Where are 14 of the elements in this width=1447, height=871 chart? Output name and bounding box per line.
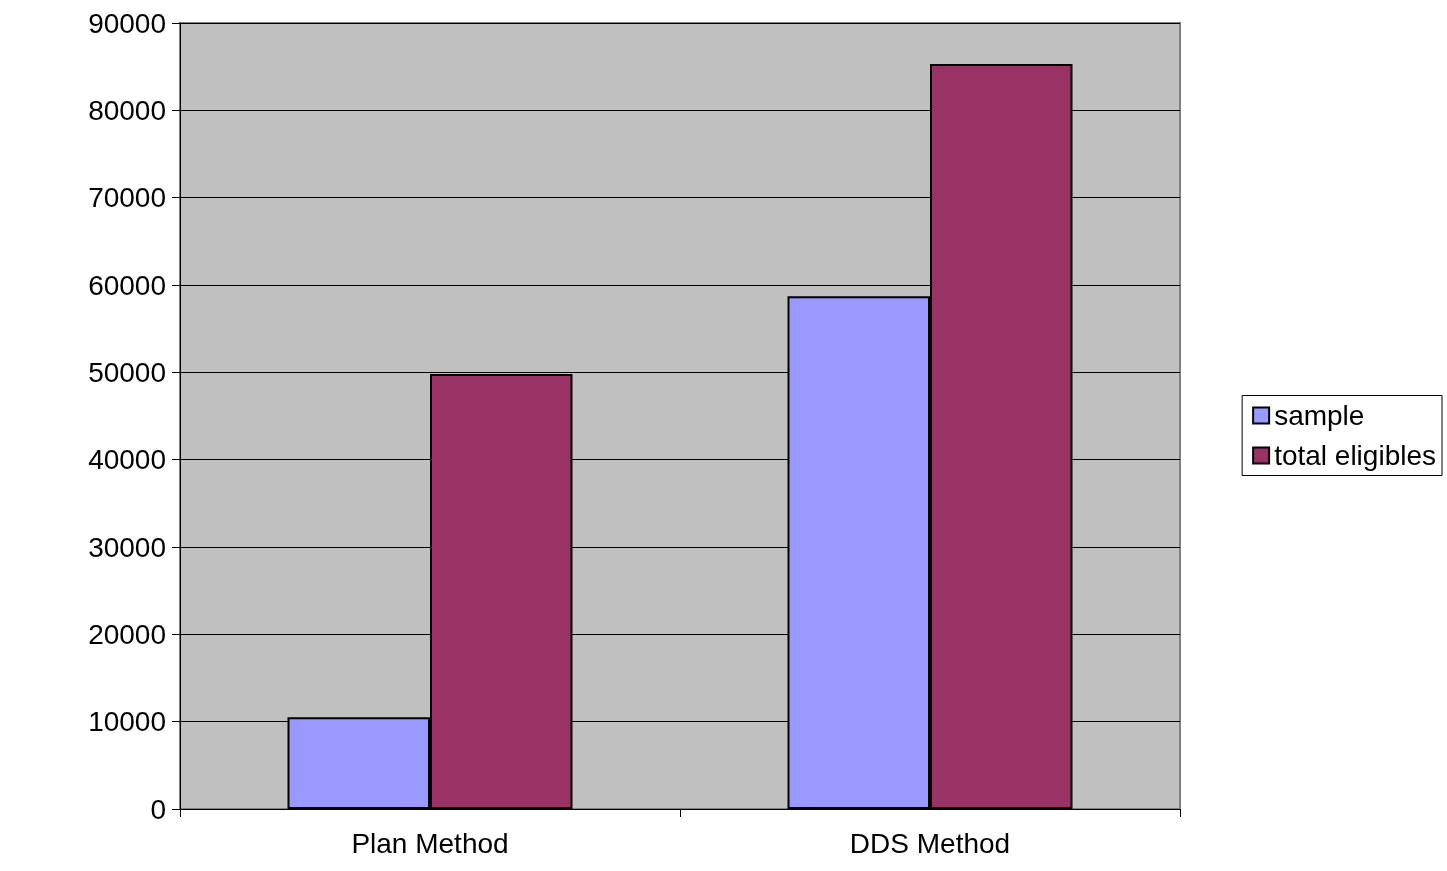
y-tick-label: 40000 — [88, 444, 166, 476]
x-tick-label: Plan Method — [351, 827, 509, 859]
y-tick-label: 50000 — [88, 356, 166, 388]
y-tick-label: 20000 — [88, 618, 166, 650]
legend-label: sample — [1274, 400, 1365, 431]
y-tick-label: 60000 — [88, 269, 166, 301]
x-tick-label: DDS Method — [849, 827, 1011, 859]
y-tick-label: 0 — [150, 793, 166, 825]
y-tick-label: 70000 — [88, 182, 166, 214]
y-tick-label: 30000 — [88, 531, 166, 563]
y-tick-label: 10000 — [88, 706, 166, 738]
y-tick-label: 90000 — [88, 7, 166, 39]
legend-label: total eligibles — [1274, 440, 1436, 471]
y-tick-label: 80000 — [88, 94, 166, 126]
